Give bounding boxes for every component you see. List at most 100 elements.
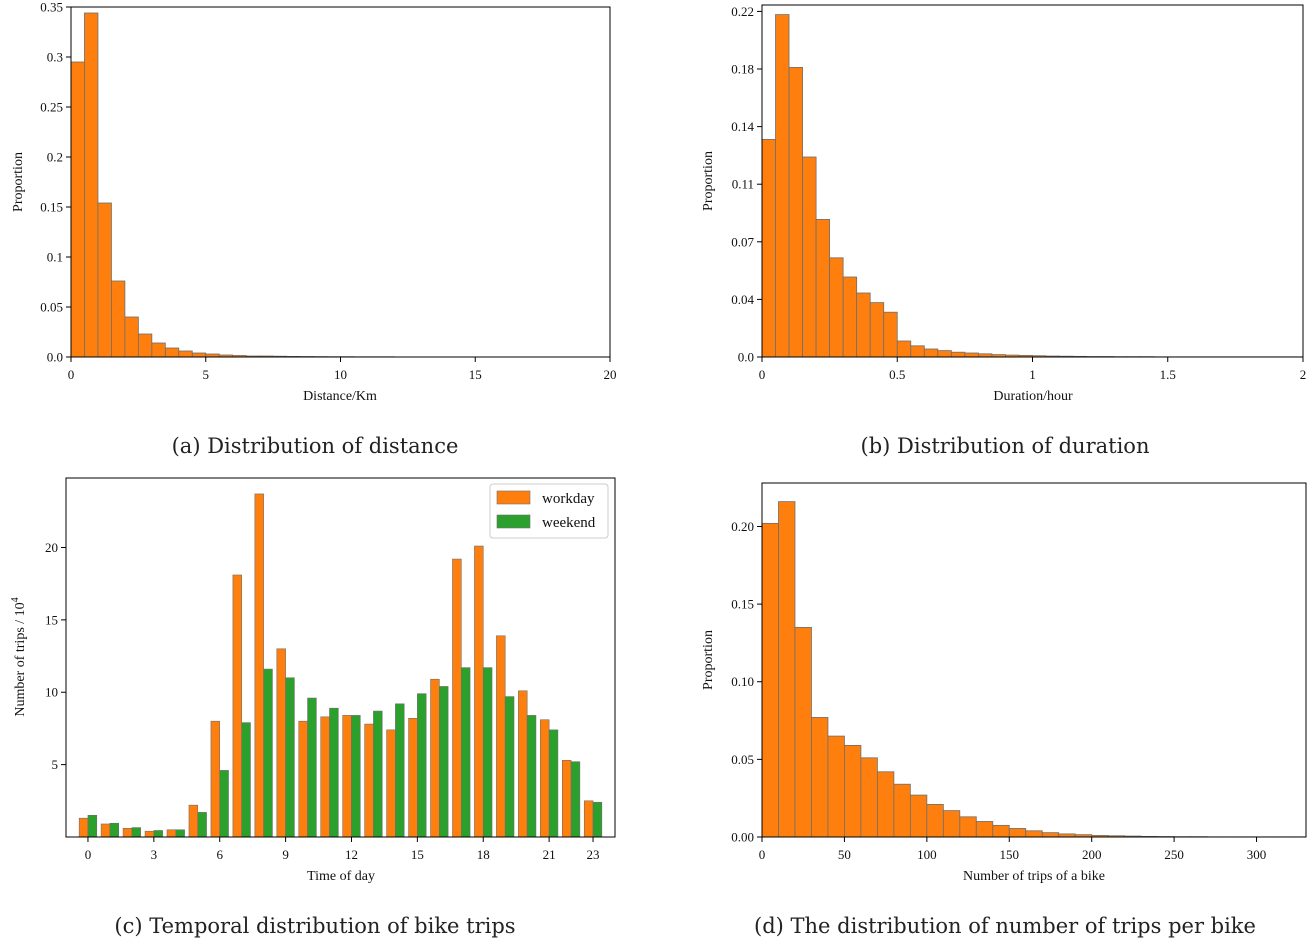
- trips-per-bike-bar: [794, 626, 812, 838]
- temporal-ylabel-exponent: 4: [10, 597, 21, 602]
- distance-ytick-label: 0.3: [47, 50, 63, 65]
- workday-bar: [518, 690, 528, 838]
- weekend-bar: [153, 830, 163, 838]
- trips-per-bike-xtick-label: 100: [917, 847, 937, 862]
- trips-per-bike-bar: [844, 744, 862, 838]
- trips-per-bike-bar: [959, 816, 977, 838]
- distance-ytick-label: 0.15: [40, 200, 63, 215]
- distance-bar: [70, 61, 85, 358]
- weekend-bar: [592, 801, 603, 838]
- workday-bar: [78, 817, 89, 838]
- trips-per-bike-bar: [761, 522, 779, 838]
- duration-bar: [896, 340, 912, 358]
- weekend-bar: [175, 829, 185, 838]
- duration-bar: [829, 257, 844, 358]
- trips-per-bike-bar: [778, 501, 796, 838]
- duration-ylabel: Proportion: [701, 151, 716, 211]
- distance-bars: [70, 12, 611, 358]
- trips-per-bike-xlabel: Number of trips of a bike: [963, 869, 1105, 884]
- legend-swatch-weekend: [496, 514, 531, 529]
- distance-xtick-label: 15: [469, 367, 482, 382]
- distance-bar: [111, 280, 126, 358]
- temporal-ylabel: Number of trips / 104: [10, 597, 28, 716]
- trips-per-bike-bar: [811, 717, 829, 838]
- duration-bar: [950, 351, 966, 358]
- duration-bar: [761, 138, 776, 358]
- workday-bar: [232, 574, 242, 838]
- temporal-ytick-label: 20: [45, 540, 58, 555]
- distance-ytick-label: 0.0: [47, 350, 63, 365]
- weekend-bar: [285, 677, 295, 838]
- duration-ytick-label: 0.14: [731, 119, 754, 134]
- trips-per-bike-ytick-label: 0.10: [731, 674, 754, 689]
- weekend-bar: [570, 761, 581, 838]
- duration-bar: [802, 156, 817, 358]
- weekend-bar: [131, 827, 141, 838]
- workday-bar: [408, 717, 418, 838]
- trips-per-bike-xtick-label: 150: [1000, 847, 1020, 862]
- duration-bar: [788, 67, 803, 358]
- duration-ytick-label: 0.22: [731, 4, 754, 19]
- duration-xlabel: Duration/hour: [993, 389, 1073, 404]
- distance-ytick-label: 0.25: [40, 100, 63, 115]
- workday-bar: [276, 648, 286, 838]
- temporal-ylabel-main: Number of trips / 10: [13, 602, 28, 716]
- panel-duration-histogram: 0 0.5 1 1.5 2 0.0 0.04 0.07 0.11 0.14 0.18 0.22 Dur…: [701, 4, 1306, 458]
- duration-bars: [761, 14, 1304, 358]
- weekend-bar: [263, 668, 273, 838]
- duration-bar: [842, 276, 858, 358]
- distance-bar: [191, 352, 207, 358]
- distance-ticks: 0 5 10 15 20 0.0 0.05 0.1 0.15 0.2 0.25 0.3 0.35: [40, 0, 616, 382]
- trips-per-bike-bar: [909, 794, 928, 838]
- trips-per-bike-xtick-label: 50: [838, 847, 851, 862]
- workday-bar: [364, 723, 374, 838]
- duration-bar: [883, 311, 898, 358]
- temporal-xtick-label: 6: [216, 847, 223, 862]
- distance-bar: [97, 202, 112, 358]
- trips-per-bike-xtick-label: 200: [1082, 847, 1102, 862]
- workday-bar: [452, 558, 462, 838]
- weekend-bar: [241, 722, 251, 838]
- weekend-bar: [482, 667, 493, 838]
- distance-xlabel: Distance/Km: [303, 389, 377, 404]
- distance-axes-frame: [70, 6, 611, 358]
- trips-per-bike-bar: [992, 824, 1010, 838]
- workday-bar: [474, 545, 484, 838]
- trips-per-bike-axes-frame: [761, 482, 1307, 838]
- trips-per-bike-xtick-label: 300: [1247, 847, 1267, 862]
- duration-bar: [815, 218, 831, 358]
- trips-per-bike-ticks: 0 50 100 150 200 250 300 0.00 0.05 0.10 0.15 0.20: [731, 519, 1266, 862]
- temporal-xlabel: Time of day: [307, 869, 375, 884]
- duration-bar: [937, 350, 952, 358]
- trips-per-bike-bar: [860, 757, 878, 838]
- workday-bar: [210, 720, 221, 838]
- trips-per-bike-bar: [1025, 830, 1043, 838]
- trips-per-bike-bars: [761, 501, 1307, 838]
- temporal-axes-frame: [65, 477, 616, 838]
- caption-d: (d) The distribution of number of trips …: [754, 914, 1256, 938]
- weekend-bar: [197, 812, 207, 838]
- trips-per-bike-bar: [893, 783, 911, 838]
- temporal-bars: [78, 493, 603, 838]
- panel-distance-histogram: 0 5 10 15 20 0.0 0.05 0.1 0.15 0.2 0.25 0.3 0.35 Dis…: [11, 0, 617, 458]
- trips-per-bike-ytick-label: 0.20: [731, 519, 754, 534]
- workday-bar: [144, 830, 155, 838]
- distance-ytick-label: 0.05: [40, 300, 63, 315]
- temporal-ytick-label: 5: [52, 757, 59, 772]
- trips-per-bike-ylabel: Proportion: [701, 630, 716, 690]
- workday-bar: [496, 635, 506, 838]
- distance-xtick-label: 10: [334, 367, 347, 382]
- duration-ytick-label: 0.11: [732, 177, 754, 192]
- duration-bar: [910, 345, 925, 358]
- temporal-xtick-label: 12: [345, 847, 358, 862]
- distance-ytick-label: 0.2: [47, 150, 63, 165]
- duration-xtick-label: 1: [1029, 367, 1036, 382]
- distance-bar: [124, 316, 139, 358]
- caption-c: (c) Temporal distribution of bike trips: [114, 914, 515, 938]
- weekend-bar: [307, 697, 317, 838]
- trips-per-bike-bar: [1008, 828, 1027, 838]
- duration-bar: [923, 348, 939, 358]
- weekend-bar: [417, 693, 427, 838]
- duration-bar: [869, 302, 885, 358]
- trips-per-bike-ytick-label: 0.00: [731, 830, 754, 845]
